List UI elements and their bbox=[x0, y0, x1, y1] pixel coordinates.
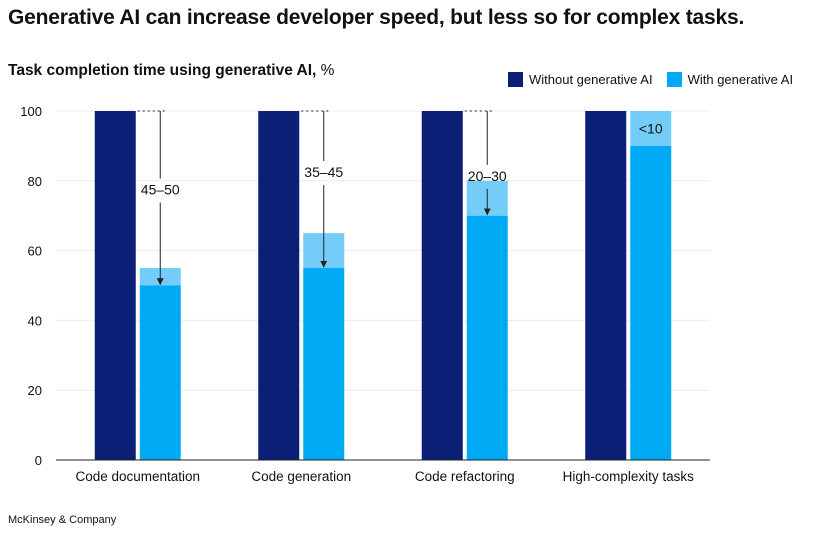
bar-with bbox=[303, 268, 345, 460]
legend-label-with: With generative AI bbox=[687, 72, 794, 87]
chart-legend: Without generative AI With generative AI bbox=[508, 72, 793, 87]
y-tick-label: 60 bbox=[28, 244, 42, 259]
annotation-label: 35–45 bbox=[304, 164, 343, 180]
chart-title: Task completion time using generative AI… bbox=[8, 62, 334, 80]
chart-title-text: Task completion time using generative AI… bbox=[8, 62, 317, 79]
bar-with-range bbox=[630, 111, 672, 146]
bar-without bbox=[585, 111, 627, 460]
bar-without bbox=[94, 111, 136, 460]
chart-headline: Generative AI can increase developer spe… bbox=[8, 6, 745, 29]
bar-without bbox=[258, 111, 300, 460]
y-tick-label: 100 bbox=[20, 104, 42, 119]
y-tick-label: 0 bbox=[35, 453, 42, 468]
bar-with bbox=[139, 285, 181, 460]
y-tick-label: 80 bbox=[28, 174, 42, 189]
y-tick-label: 40 bbox=[28, 313, 42, 328]
x-tick-label: Code refactoring bbox=[415, 469, 515, 484]
legend-item-with: With generative AI bbox=[666, 72, 794, 87]
chart-title-unit: % bbox=[320, 62, 335, 79]
bar-without bbox=[421, 111, 463, 460]
annotation-label: 20–30 bbox=[468, 168, 507, 184]
legend-label-without: Without generative AI bbox=[529, 72, 653, 87]
bar-with bbox=[466, 215, 508, 460]
legend-swatch-without bbox=[508, 72, 523, 87]
annotation-label: <10 bbox=[639, 120, 663, 136]
x-tick-label: Code generation bbox=[251, 469, 351, 484]
legend-item-without: Without generative AI bbox=[508, 72, 653, 87]
x-tick-label: Code documentation bbox=[75, 469, 200, 484]
footer-brand: McKinsey & Company bbox=[8, 514, 117, 526]
legend-swatch-with bbox=[666, 72, 682, 87]
y-tick-label: 20 bbox=[28, 383, 42, 398]
x-tick-label: High-complexity tasks bbox=[563, 469, 695, 484]
bar-with bbox=[630, 145, 672, 460]
annotation-label: 45–50 bbox=[141, 182, 180, 198]
